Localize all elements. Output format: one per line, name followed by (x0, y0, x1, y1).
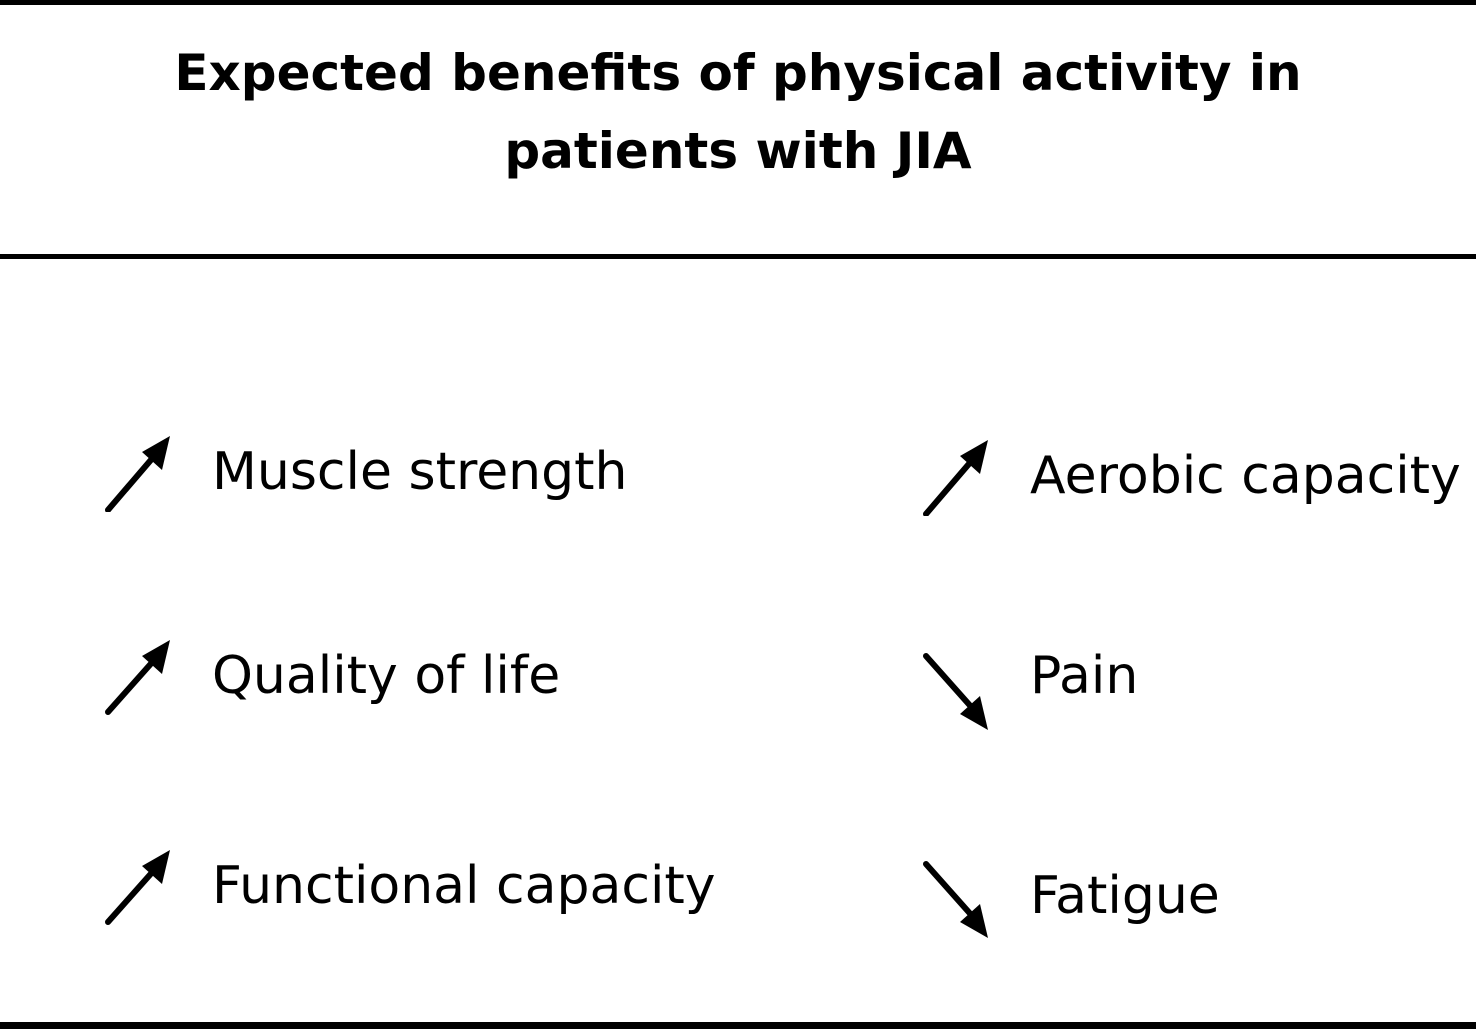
arrow-up-right-icon (105, 640, 170, 715)
benefit-label: Aerobic capacity (1030, 446, 1461, 506)
title-line-2: patients with JIA (504, 122, 972, 180)
arrow-up-right-icon (105, 436, 170, 512)
arrow-down-right-icon (923, 653, 988, 730)
bottom-rule (0, 1022, 1476, 1029)
benefit-label: Muscle strength (212, 442, 628, 502)
arrow-up-right-icon (105, 850, 170, 925)
top-rule (0, 0, 1476, 5)
benefit-label: Pain (1030, 646, 1139, 706)
arrow-down-right-icon (923, 861, 988, 938)
arrow-up-right-icon (923, 440, 988, 516)
benefit-label: Quality of life (212, 646, 561, 706)
header-rule (0, 254, 1476, 259)
title-line-1: Expected benefits of physical activity i… (174, 44, 1302, 102)
benefit-label: Fatigue (1030, 866, 1220, 926)
benefit-label: Functional capacity (212, 856, 716, 916)
diagram-title: Expected benefits of physical activity i… (0, 34, 1476, 190)
